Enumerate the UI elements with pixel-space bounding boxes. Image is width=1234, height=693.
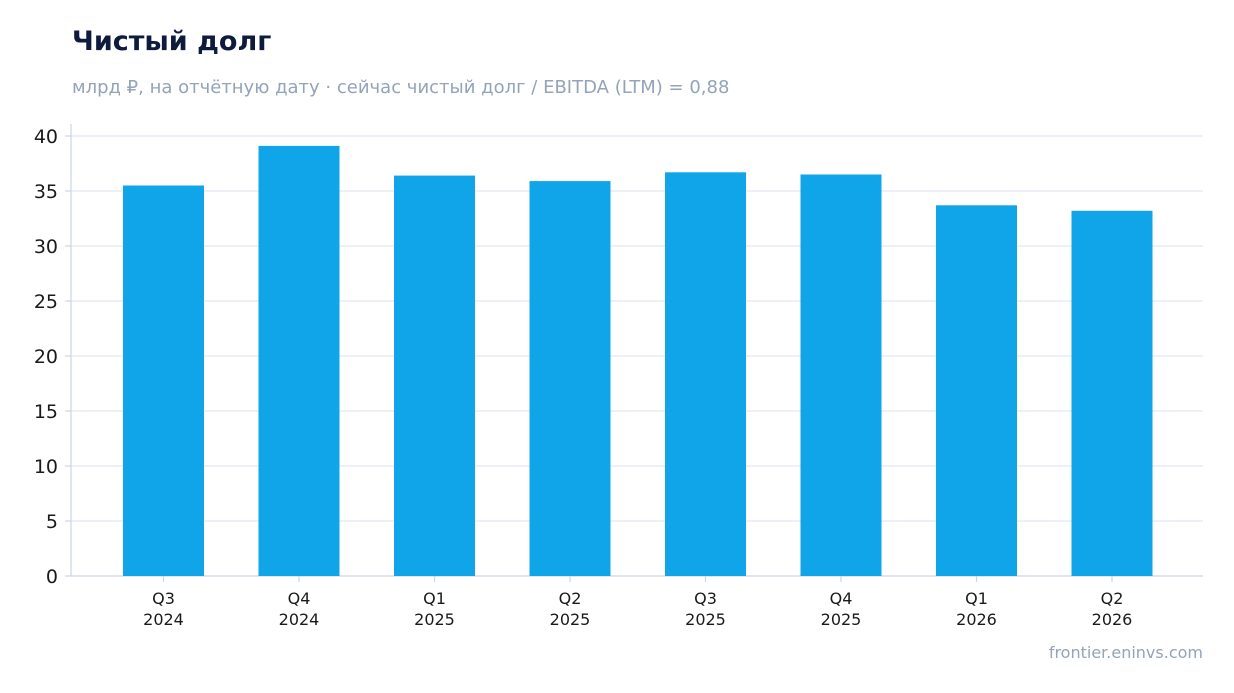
y-tick-label: 20: [34, 346, 58, 368]
bar: [123, 185, 204, 576]
x-tick-label: 2025: [550, 610, 591, 629]
x-tick-label: Q4: [830, 589, 853, 608]
bar: [1071, 210, 1153, 577]
y-tick-label: 35: [34, 181, 58, 203]
x-tick-label: Q3: [152, 589, 175, 608]
x-tick-label: 2025: [821, 610, 862, 629]
y-tick-label: 15: [34, 401, 58, 423]
x-tick-label: Q2: [559, 589, 582, 608]
bar: [665, 172, 746, 577]
source-watermark: frontier.eninvs.com: [1048, 643, 1203, 662]
y-tick-label: 30: [34, 236, 58, 258]
chart-title: Чистый долг: [72, 26, 272, 57]
x-tick-label: 2026: [1092, 610, 1133, 629]
y-tick-label: 40: [34, 126, 58, 148]
bar: [258, 145, 340, 576]
x-tick-label: Q1: [423, 589, 446, 608]
x-tick-label: 2024: [143, 610, 184, 629]
chart-subtitle: млрд ₽, на отчётную дату · сейчас чистый…: [72, 77, 730, 98]
x-tick-label: Q2: [1101, 589, 1124, 608]
x-tick-label: 2024: [279, 610, 320, 629]
y-tick-label: 5: [46, 511, 58, 533]
bar: [936, 205, 1017, 577]
x-tick-label: Q3: [694, 589, 717, 608]
bar: [394, 175, 475, 576]
y-tick-label: 25: [34, 291, 58, 313]
x-tick-label: Q4: [288, 589, 311, 608]
bar: [529, 181, 611, 576]
x-tick-label: Q1: [965, 589, 988, 608]
x-tick-label: 2025: [685, 610, 726, 629]
bar: [800, 174, 882, 576]
x-tick-label: 2026: [956, 610, 997, 629]
x-tick-label: 2025: [414, 610, 455, 629]
y-tick-label: 10: [34, 456, 58, 478]
y-tick-label: 0: [46, 566, 58, 588]
